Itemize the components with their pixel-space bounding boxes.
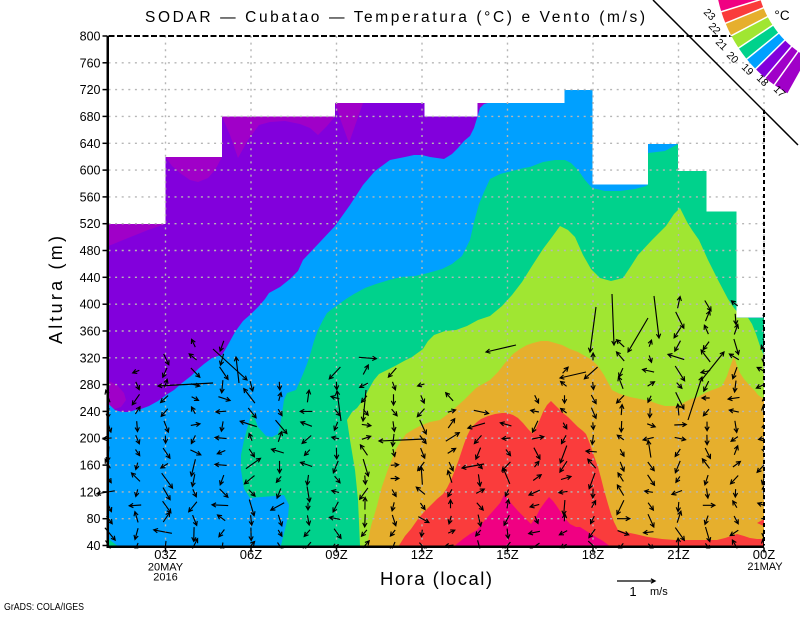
svg-text:1: 1 (629, 584, 636, 599)
svg-text:GrADS: COLA/IGES: GrADS: COLA/IGES (4, 601, 84, 613)
svg-text:12Z: 12Z (411, 547, 433, 562)
svg-text:680: 680 (80, 110, 101, 124)
svg-text:m/s: m/s (650, 586, 668, 598)
svg-text:280: 280 (80, 378, 101, 392)
svg-text:15Z: 15Z (496, 547, 518, 562)
svg-text:SODAR — Cubatao — Temperatura: SODAR — Cubatao — Temperatura (°C) e Ven… (145, 9, 645, 26)
svg-text:°C: °C (774, 8, 789, 23)
svg-text:360: 360 (80, 324, 101, 338)
svg-text:400: 400 (80, 298, 101, 312)
svg-text:240: 240 (80, 405, 101, 419)
svg-text:160: 160 (80, 459, 101, 473)
svg-text:06Z: 06Z (240, 547, 262, 562)
svg-text:80: 80 (87, 512, 101, 526)
svg-text:00Z: 00Z (753, 547, 775, 562)
svg-text:440: 440 (80, 271, 101, 285)
svg-text:480: 480 (80, 244, 101, 258)
svg-text:21MAY: 21MAY (747, 561, 783, 573)
svg-text:520: 520 (80, 217, 101, 231)
svg-text:560: 560 (80, 190, 101, 204)
svg-text:Hora (local): Hora (local) (380, 568, 492, 589)
svg-text:2016: 2016 (153, 572, 177, 584)
svg-text:03Z: 03Z (154, 547, 176, 562)
svg-text:720: 720 (80, 83, 101, 97)
svg-text:09Z: 09Z (325, 547, 347, 562)
svg-text:760: 760 (80, 56, 101, 70)
svg-text:18Z: 18Z (582, 547, 604, 562)
svg-text:40: 40 (87, 539, 101, 553)
svg-text:600: 600 (80, 164, 101, 178)
svg-text:800: 800 (80, 30, 101, 44)
svg-text:640: 640 (80, 137, 101, 151)
svg-text:120: 120 (80, 485, 101, 499)
svg-text:320: 320 (80, 351, 101, 365)
svg-text:200: 200 (80, 432, 101, 446)
svg-text:20MAY: 20MAY (148, 562, 184, 574)
svg-text:21Z: 21Z (667, 547, 689, 562)
svg-text:Altura (m): Altura (m) (46, 236, 66, 344)
